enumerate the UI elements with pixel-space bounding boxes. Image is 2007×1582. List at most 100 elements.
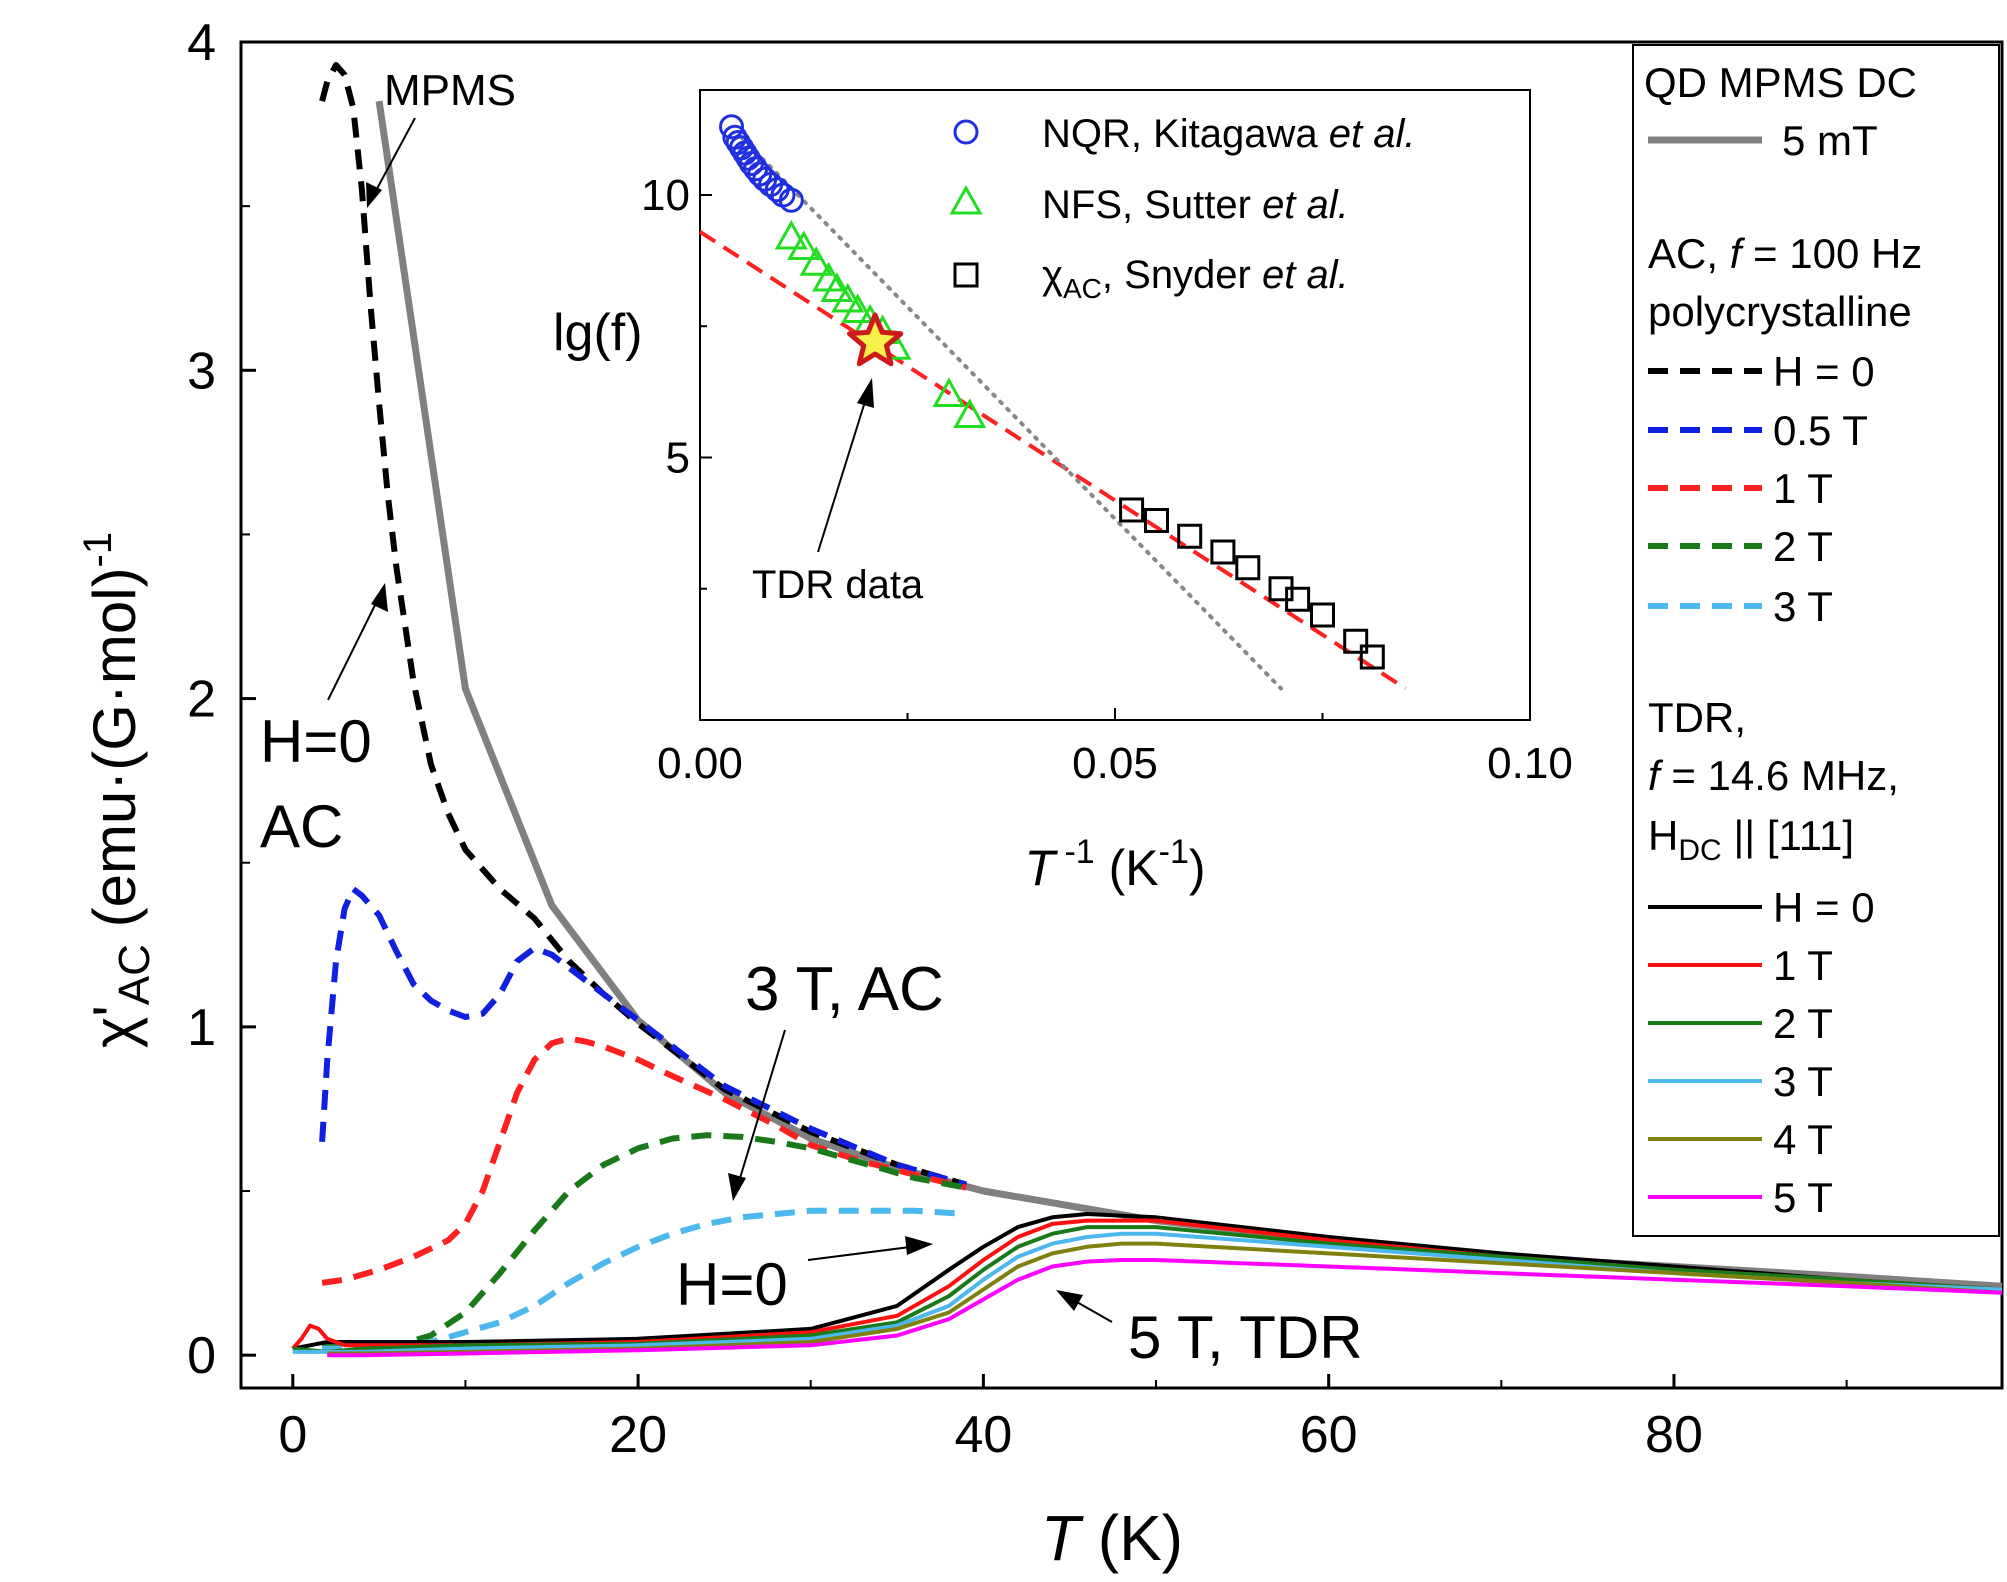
inset-series-group	[698, 114, 1407, 691]
inset-point-nfs-sutter-et-al	[799, 246, 833, 276]
inset-fit-dashed	[698, 230, 1407, 691]
legend-ac-3-t-label: 3 T	[1773, 583, 1833, 630]
legend-mpms-header: QD MPMS DC	[1644, 59, 1917, 106]
inset-legend-nqr-marker	[953, 119, 979, 145]
inset-point-nfs-sutter-et-al	[831, 282, 865, 313]
arrow-3t-ac	[736, 1029, 786, 1189]
legend-tdr-field: HDC || [111]	[1648, 812, 1854, 867]
annotation-h0-ac-line2: AC	[260, 793, 343, 860]
inset-point-nfs-sutter-et-al	[820, 272, 854, 302]
inset-x-axis-title: T -1 (K-1)	[1024, 833, 1205, 896]
legend-ac-h-0-label: H = 0	[1773, 348, 1875, 395]
legend-ac-2-t-label: 2 T	[1773, 523, 1833, 570]
inset-point-ac-snyder-et-al	[1119, 497, 1145, 523]
inset-point-ac-snyder-et-al	[1210, 539, 1236, 565]
annotation-5t-tdr: 5 T, TDR	[1128, 1304, 1363, 1371]
inset-y-tick-label-5: 5	[666, 434, 690, 483]
inset-point-nfs-sutter-et-al	[932, 377, 966, 407]
inset-legend-markers	[949, 119, 983, 288]
inset-point-nqr-kitagawa-et-al	[719, 114, 745, 140]
legend-qd-mpms-dc-5-mt-label: 5 mT	[1782, 117, 1878, 164]
inset-frame	[699, 89, 1531, 721]
inset-legend-nfs-marker	[949, 184, 983, 215]
annotation-h0-ac-line1: H=0	[260, 708, 372, 775]
inset-x-tick-label-0-10: 0.10	[1487, 739, 1573, 788]
series-tdr-3-t	[292, 1231, 2003, 1354]
inset-ticks: 0.00 0.05 0.10 5 10	[641, 171, 1573, 788]
inset-arrow-tdr-data-head	[857, 378, 874, 408]
series-tdr-5-t	[327, 1258, 2003, 1358]
legend-ac-0-5-t-label: 0.5 T	[1773, 407, 1868, 454]
main-y-axis-title: χ'AC (emu·(G·mol)-1	[76, 532, 159, 1048]
legend-tdr-3-t-label: 3 T	[1773, 1058, 1833, 1105]
inset-point-nqr-kitagawa-et-al	[778, 187, 804, 213]
inset-point-nfs-sutter-et-al	[841, 293, 875, 323]
main-y-tick-label-4: 4	[187, 14, 216, 72]
arrow-mpms	[371, 117, 416, 199]
inset-x-tick-label-0-05: 0.05	[1072, 739, 1158, 788]
inset-fit-dotted	[739, 135, 1283, 691]
legend-tdr-freq: f = 14.6 MHz,	[1648, 752, 1899, 799]
arrow-h0-ac-head	[371, 583, 388, 612]
series-ac-1-t	[321, 1035, 967, 1286]
series-tdr-h-0	[292, 1212, 2003, 1351]
arrow-h0-tdr-head	[905, 1236, 933, 1255]
main-y-tick-label-0: 0	[187, 1327, 216, 1385]
inset-legend-nqr: NQR, Kitagawa et al.	[1042, 112, 1416, 156]
inset-point-nfs-sutter-et-al	[774, 219, 808, 250]
inset-point-ac-snyder-et-al	[1235, 555, 1261, 581]
series-ac-2-t	[321, 1132, 967, 1352]
arrow-3t-ac-head	[728, 1173, 746, 1201]
main-y-tick-label-2: 2	[187, 671, 216, 729]
legend-tdr-4-t-label: 4 T	[1773, 1116, 1833, 1163]
arrow-mpms-head	[366, 182, 382, 208]
series-ac-0-5-t	[319, 886, 967, 1188]
inset-point-nfs-sutter-et-al	[953, 398, 987, 428]
main-x-tick-label-40: 40	[954, 1406, 1012, 1464]
main-y-tick-label-1: 1	[187, 999, 216, 1057]
legend-entries: 5 mT H = 0 0.5 T 1 T 2 T 3 T H = 0 1 T 2 T 3 T 4 T…	[1648, 117, 1878, 1221]
arrow-h0-ac	[327, 594, 381, 701]
svg-text:χ'AC (emu·(G·mol)-1: χ'AC (emu·(G·mol)-1	[76, 532, 159, 1048]
legend-tdr-2-t-label: 2 T	[1773, 1000, 1833, 1047]
inset-point-ac-snyder-et-al	[1285, 586, 1311, 612]
inset-arrow-tdr-data	[817, 391, 869, 553]
inset-point-nfs-sutter-et-al	[787, 230, 821, 260]
legend-tdr-h-0-label: H = 0	[1773, 884, 1875, 931]
main-x-axis-title: T (K)	[1041, 1502, 1183, 1574]
main-x-tick-label-80: 80	[1645, 1406, 1703, 1464]
inset-legend-snyder: χAC, Snyder et al.	[1042, 253, 1349, 304]
main-y-ticks: 0 1 2 3 4	[187, 14, 256, 1385]
series-tdr-2-t	[292, 1225, 2003, 1354]
annotation-h0-tdr: H=0	[676, 1251, 788, 1318]
inset-legend-snyder-marker	[953, 262, 979, 288]
inset-point-ac-snyder-et-al	[1144, 508, 1169, 533]
main-series-group	[291, 62, 2003, 1358]
main-plot-frame	[239, 40, 2004, 1390]
inset-point-ac-snyder-et-al	[1343, 628, 1369, 654]
legend-ac-1-t-label: 1 T	[1773, 465, 1833, 512]
inset-y-tick-label-10: 10	[641, 171, 690, 220]
main-y-tick-label-3: 3	[187, 342, 216, 400]
inset-y-axis-title: lg(f)	[553, 304, 643, 362]
arrow-h0-tdr	[807, 1245, 919, 1261]
inset-x-tick-label-0-00: 0.00	[657, 739, 743, 788]
inset-point-tdr-data	[847, 312, 904, 367]
inset-annotation-tdr-data: TDR data	[752, 563, 924, 607]
inset-legend-nfs: NFS, Sutter et al.	[1042, 183, 1349, 227]
main-x-tick-label-60: 60	[1300, 1406, 1358, 1464]
legend-tdr-5-t-label: 5 T	[1773, 1174, 1833, 1221]
series-ac-h-0	[319, 62, 967, 1188]
legend-ac-header: AC, f = 100 Hz	[1648, 230, 1922, 277]
main-legend-box	[1632, 44, 2000, 1237]
legend-tdr-1-t-label: 1 T	[1773, 942, 1833, 989]
main-x-tick-label-20: 20	[609, 1406, 667, 1464]
annotation-mpms: MPMS	[384, 66, 516, 115]
main-x-ticks: 0 20 40 60 80	[278, 1374, 1848, 1464]
legend-ac-header-line2: polycrystalline	[1648, 288, 1912, 335]
annotation-3t-ac: 3 T, AC	[745, 955, 944, 1024]
inset-point-ac-snyder-et-al	[1359, 644, 1385, 670]
main-x-tick-label-0: 0	[278, 1406, 307, 1464]
inset-point-ac-snyder-et-al	[1310, 602, 1335, 628]
